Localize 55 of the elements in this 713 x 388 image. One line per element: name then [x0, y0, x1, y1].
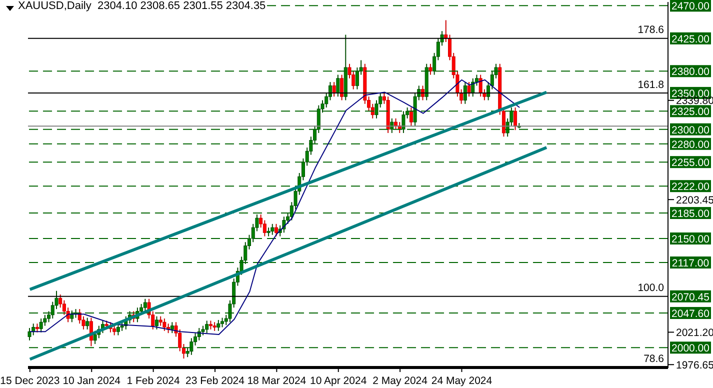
ref-line-label: 2070.45 — [672, 291, 710, 304]
candlestick — [421, 85, 425, 101]
annotation: 161.8 — [638, 78, 664, 91]
annotation: 100.0 — [638, 282, 664, 294]
x-tick-label: 2 May 2024 — [372, 375, 428, 387]
candlestick — [428, 63, 432, 76]
ref-line-label: 2000.00 — [672, 342, 710, 355]
candlestick — [409, 107, 413, 126]
candlestick — [340, 74, 344, 101]
x-tick-label: 1 Feb 2024 — [126, 375, 180, 387]
candlestick — [116, 323, 120, 336]
candlestick — [154, 316, 158, 330]
candlestick — [274, 223, 278, 237]
ref-line-label: 2150.00 — [672, 233, 710, 246]
ref-line-label: 2255.00 — [672, 157, 710, 170]
candlestick — [478, 74, 482, 98]
candlestick — [205, 320, 209, 334]
annotation: 78.6 — [644, 352, 664, 365]
candlestick — [336, 74, 340, 98]
ref-line-label: 2222.00 — [672, 181, 710, 194]
candlestick — [86, 317, 90, 330]
candlestick — [112, 324, 116, 336]
candlestick — [170, 322, 174, 334]
x-tick-label: 23 Feb 2024 — [186, 375, 245, 387]
candlestick — [216, 319, 220, 332]
candlestick — [70, 310, 74, 323]
candlestick — [39, 318, 43, 333]
candlestick — [514, 107, 518, 131]
ref-line-label: 2047.60 — [672, 308, 710, 320]
annotation: 178.6 — [638, 24, 664, 36]
ref-line-label: 2117.00 — [672, 257, 710, 270]
x-tick-label: 10 Jan 2024 — [62, 375, 121, 387]
x-tick-label: 24 May 2024 — [431, 375, 492, 387]
ref-line-label: 2280.00 — [672, 138, 710, 151]
candlestick — [270, 223, 274, 236]
ref-line-label: 2425.00 — [672, 33, 710, 46]
candlestick — [220, 317, 224, 328]
candlestick — [143, 298, 147, 312]
candlestick — [402, 110, 406, 134]
ref-line-label: 2470.00 — [672, 0, 710, 13]
x-tick-label: 18 Mar 2024 — [247, 375, 306, 387]
candlestick — [390, 118, 394, 134]
candlestick — [467, 82, 471, 98]
candlestick — [463, 82, 467, 104]
ref-line-label: 2380.00 — [672, 66, 710, 78]
ref-line-label: 2325.00 — [672, 106, 710, 118]
chart-title: XAUUSD,Daily 2304.10 2308.65 2301.55 2304.35 — [18, 0, 266, 13]
candlestick — [394, 118, 398, 130]
candlestick — [162, 318, 166, 332]
x-tick-label: 10 Apr 2024 — [310, 375, 367, 387]
ref-line-label: 2185.00 — [672, 208, 710, 220]
candlestick — [332, 82, 336, 98]
x-tick-label: 15 Dec 2023 — [0, 375, 60, 387]
ref-line-label: 2300.00 — [672, 124, 710, 136]
candlestick — [28, 327, 32, 341]
